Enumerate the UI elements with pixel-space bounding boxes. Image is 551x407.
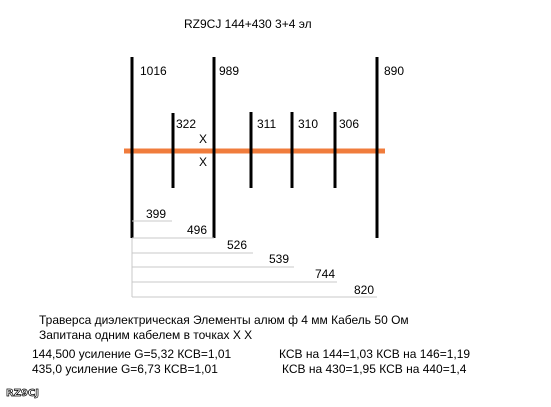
- watermark-logo: RZ9CJ: [6, 388, 40, 400]
- element-label: 306: [339, 117, 360, 131]
- result-144-swr: КСВ на 144=1,03 КСВ на 146=1,19: [279, 347, 471, 361]
- spacing-label: 496: [187, 223, 208, 237]
- note-construction: Траверса диэлектрическая Элементы алюм ф…: [39, 313, 409, 327]
- element-label: 989: [219, 64, 240, 78]
- feed-point-marker: X: [199, 155, 208, 169]
- feed-point-marker: X: [199, 132, 208, 146]
- note-feed: Запитана одним кабелем в точках X X: [39, 328, 253, 342]
- spacing-label: 744: [315, 267, 336, 281]
- element-label: 311: [257, 117, 277, 131]
- result-430-gain: 435,0 усиление G=6,73 КСВ=1,01: [32, 362, 218, 376]
- element-label: 322: [176, 117, 197, 131]
- result-144-gain: 144,500 усиление G=5,32 КСВ=1,01: [32, 347, 232, 361]
- diagram-title: RZ9CJ 144+430 3+4 эл: [184, 17, 312, 31]
- spacing-label: 399: [146, 207, 167, 221]
- element-label: 890: [384, 64, 405, 78]
- element-label: 310: [298, 117, 319, 131]
- spacing-label: 526: [227, 238, 248, 252]
- spacing-label: 539: [269, 252, 290, 266]
- result-430-swr: КСВ на 430=1,95 КСВ на 440=1,4: [282, 362, 467, 376]
- spacing-label: 820: [354, 283, 375, 297]
- element-label: 1016: [140, 64, 167, 78]
